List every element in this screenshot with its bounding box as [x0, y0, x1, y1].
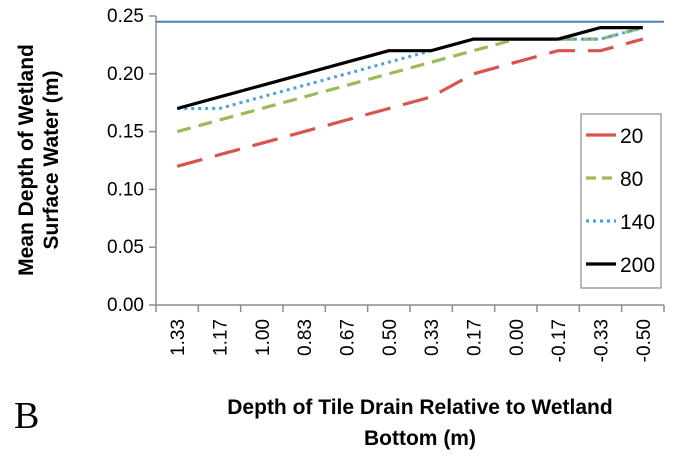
panel-label: B [14, 395, 39, 437]
x-tick-label: -0.17 [549, 319, 570, 362]
series-line-140 [177, 26, 644, 110]
legend-label-140: 140 [620, 211, 655, 234]
y-tick-label: 0.25 [107, 6, 144, 27]
legend: 20 80 140 200 [580, 113, 662, 289]
x-axis-ticks: 1.33 1.17 1.00 0.83 0.67 0.50 0.33 0.17 0.00 -0.1… [155, 305, 665, 362]
y-axis-label-line-1: Mean Depth of Wetland [15, 44, 38, 276]
x-tick-label: -0.50 [634, 319, 655, 362]
y-tick-label: 0.10 [107, 179, 144, 200]
x-tick-label: 1.00 [253, 319, 274, 356]
x-tick-label: -0.33 [592, 319, 613, 362]
y-tick-label: 0.15 [107, 122, 144, 143]
legend-label-80: 80 [620, 168, 643, 191]
y-tick-label: 0.05 [107, 237, 144, 258]
x-axis-label-line-2: Bottom (m) [364, 427, 476, 450]
series-line-200 [176, 26, 643, 111]
x-tick-label: 0.33 [422, 319, 443, 356]
x-tick-label: 0.50 [380, 319, 401, 356]
y-tick-label: 0.00 [107, 295, 144, 316]
x-tick-label: 1.33 [168, 319, 189, 356]
x-tick-label: 0.17 [465, 319, 486, 356]
series-group [176, 26, 644, 168]
x-tick-label: 0.00 [507, 319, 528, 356]
series-line-80 [176, 26, 644, 134]
y-axis-label-line-2: Surface Water (m) [40, 71, 63, 250]
x-tick-label: 0.83 [295, 319, 316, 356]
y-axis-ticks: 0.00 0.05 0.10 0.15 0.20 0.25 [107, 6, 156, 316]
legend-label-200: 200 [620, 254, 655, 277]
legend-label-20: 20 [620, 125, 643, 148]
legend-box [580, 113, 662, 289]
x-tick-label: 1.17 [211, 319, 232, 356]
x-tick-label: 0.67 [338, 319, 359, 356]
x-axis-label-line-1: Depth of Tile Drain Relative to Wetland [227, 396, 612, 419]
series-line-20 [176, 37, 644, 168]
y-tick-label: 0.20 [107, 64, 144, 85]
